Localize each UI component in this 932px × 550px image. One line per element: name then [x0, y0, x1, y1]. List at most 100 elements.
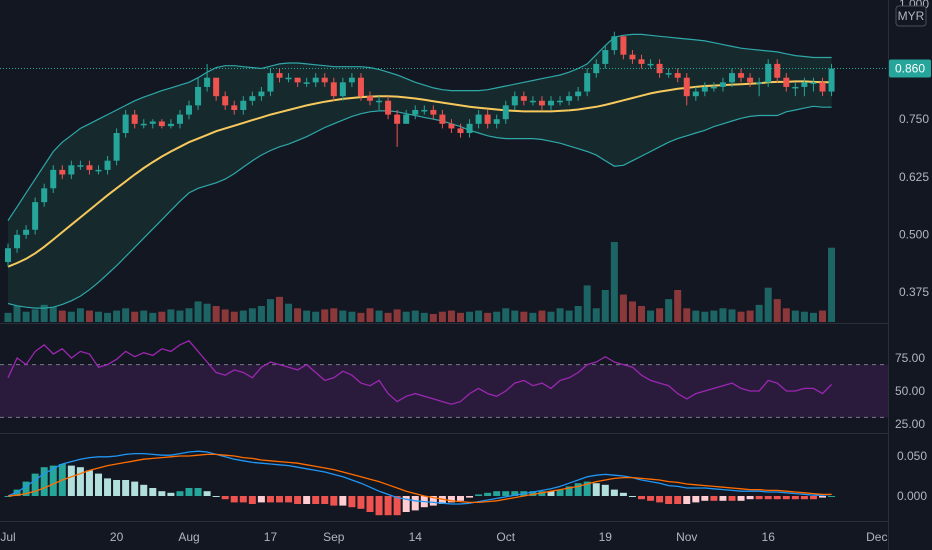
rsi-axis[interactable]: 75.00 50.00 25.00 [895, 351, 925, 431]
macd-axis[interactable]: 0.050 0.000 [897, 449, 927, 503]
candle-body[interactable] [32, 202, 39, 230]
candle-body[interactable] [439, 114, 446, 124]
candle-body[interactable] [638, 59, 645, 64]
candle-body[interactable] [692, 91, 699, 97]
candle-body[interactable] [222, 96, 229, 106]
candle-body[interactable] [321, 77, 328, 83]
candle-body[interactable] [593, 63, 600, 74]
candle-body[interactable] [339, 82, 346, 97]
candle-body[interactable] [104, 160, 111, 170]
candle-body[interactable] [801, 82, 808, 87]
candle-body[interactable] [276, 73, 283, 78]
candle-body[interactable] [376, 100, 383, 103]
candle-body[interactable] [756, 82, 763, 84]
candle-body[interactable] [140, 123, 147, 126]
candle-body[interactable] [23, 229, 30, 235]
candle-body[interactable] [466, 123, 473, 134]
candle-body[interactable] [620, 36, 627, 55]
time-axis[interactable]: Jul 20 Aug 17 Sep 14 Oct 19 Nov 16 Dec [0, 530, 887, 544]
candle-body[interactable] [493, 119, 500, 124]
candle-body[interactable] [792, 86, 799, 89]
candle-body[interactable] [195, 86, 202, 106]
candle-body[interactable] [367, 96, 373, 101]
candle-body[interactable] [41, 188, 48, 203]
candle-body[interactable] [312, 77, 319, 83]
candle-body[interactable] [285, 77, 292, 80]
candle-body[interactable] [719, 82, 726, 87]
candle-body[interactable] [95, 169, 102, 172]
candle-body[interactable] [348, 77, 355, 83]
candle-body[interactable] [240, 100, 247, 110]
candle-body[interactable] [828, 68, 835, 92]
candle-body[interactable] [647, 63, 654, 66]
candle-body[interactable] [502, 105, 509, 120]
candle-body[interactable] [710, 86, 717, 89]
candle-body[interactable] [810, 82, 817, 84]
candle-body[interactable] [330, 82, 337, 97]
candle-body[interactable] [738, 73, 745, 78]
candle-body[interactable] [131, 114, 138, 124]
candle-body[interactable] [584, 73, 591, 92]
candle-body[interactable] [538, 100, 545, 106]
candle-body[interactable] [765, 63, 772, 83]
candle-body[interactable] [158, 121, 165, 127]
candle-body[interactable] [204, 77, 211, 87]
candle-body[interactable] [394, 114, 401, 124]
candle-body[interactable] [520, 96, 527, 101]
candle-body[interactable] [113, 133, 120, 161]
candle-body[interactable] [484, 114, 491, 124]
candle-body[interactable] [457, 128, 464, 134]
candle-body[interactable] [421, 109, 428, 112]
price-pane[interactable] [5, 31, 835, 309]
candle-body[interactable] [86, 165, 93, 170]
candle-body[interactable] [774, 63, 781, 78]
candle-body[interactable] [430, 109, 437, 115]
candle-body[interactable] [683, 77, 690, 97]
candle-body[interactable] [729, 73, 735, 83]
candle-body[interactable] [557, 100, 564, 103]
candle-body[interactable] [602, 50, 609, 64]
candle-body[interactable] [59, 169, 66, 175]
candle-body[interactable] [448, 123, 455, 129]
candle-body[interactable] [403, 114, 410, 124]
candle-body[interactable] [149, 121, 156, 124]
candle-body[interactable] [167, 123, 174, 127]
candle-body[interactable] [385, 100, 392, 115]
candle-body[interactable] [77, 165, 84, 167]
candle-body[interactable] [819, 82, 826, 92]
candle-body[interactable] [783, 77, 790, 87]
candle-body[interactable] [475, 114, 482, 124]
candle-body[interactable] [267, 73, 274, 92]
candle-body[interactable] [294, 77, 301, 83]
candle-body[interactable] [50, 169, 57, 189]
candle-body[interactable] [665, 73, 672, 75]
candle-body[interactable] [701, 86, 708, 92]
candle-body[interactable] [412, 109, 419, 115]
rsi-pane[interactable] [0, 340, 888, 418]
candle-body[interactable] [611, 36, 618, 51]
candle-body[interactable] [511, 96, 518, 106]
candle-body[interactable] [357, 77, 364, 97]
candle-body[interactable] [575, 91, 582, 97]
candle-body[interactable] [303, 82, 310, 84]
candle-body[interactable] [213, 77, 220, 97]
candle-body[interactable] [674, 73, 681, 78]
candle-body[interactable] [176, 114, 183, 124]
candle-body[interactable] [186, 105, 192, 115]
macd-pane[interactable] [4, 450, 836, 516]
candle-body[interactable] [249, 96, 256, 101]
candle-body[interactable] [122, 114, 129, 134]
candle-body[interactable] [548, 100, 554, 106]
candle-body[interactable] [656, 63, 663, 74]
currency-badge[interactable] [895, 5, 927, 27]
candle-body[interactable] [14, 234, 21, 249]
candle-body[interactable] [68, 165, 75, 175]
candle-body[interactable] [258, 91, 265, 97]
candle-body[interactable] [231, 105, 238, 110]
candle-body[interactable] [5, 248, 11, 263]
candle-body[interactable] [566, 96, 573, 101]
candle-body[interactable] [529, 100, 536, 103]
candle-body[interactable] [747, 77, 754, 83]
candle-body[interactable] [629, 54, 636, 60]
